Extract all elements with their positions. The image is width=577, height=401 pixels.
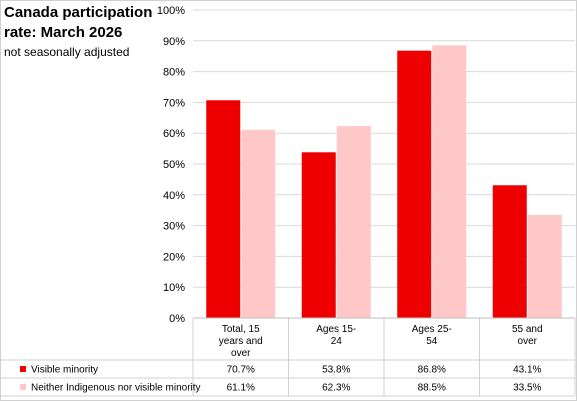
y-axis: 0% 10% 20% 30% 40% 50% 60% 70% 80% 90% 100%	[157, 5, 185, 325]
y-tick-label: 90%	[163, 36, 185, 48]
y-tick-label: 50%	[163, 159, 185, 171]
category-label: over	[231, 348, 251, 359]
category-label: 24	[331, 336, 343, 347]
category-label: Total, 15	[222, 324, 260, 335]
category-label: over	[518, 336, 538, 347]
data-label: 70.7%	[227, 365, 255, 376]
data-label: 43.1%	[513, 365, 541, 376]
y-tick-label: 20%	[163, 251, 185, 263]
legend-label: Neither Indigenous nor visible minority	[31, 383, 201, 394]
y-tick-label: 40%	[163, 190, 185, 202]
data-label: 86.8%	[418, 365, 446, 376]
bar-visible-minority	[206, 100, 241, 318]
category-label: Ages 15-	[316, 324, 356, 335]
data-label: 53.8%	[322, 365, 350, 376]
bar-neither	[241, 129, 276, 318]
bar-neither	[336, 126, 371, 318]
bar-neither	[527, 214, 562, 318]
data-label: 33.5%	[513, 383, 541, 394]
bar-neither	[432, 45, 467, 319]
legend-swatch	[20, 384, 26, 390]
legend-swatch	[20, 366, 26, 372]
chart-subtitle: not seasonally adjusted	[4, 45, 130, 59]
chart-title: Canada participation rate: March 2026	[4, 4, 153, 41]
category-label: 55 and	[512, 324, 543, 335]
data-label: 61.1%	[227, 383, 255, 394]
data-label: 88.5%	[418, 383, 446, 394]
y-tick-label: 100%	[157, 5, 185, 17]
y-tick-label: 10%	[163, 282, 185, 294]
category-label: Ages 25-	[412, 324, 452, 335]
bar-visible-minority	[301, 152, 336, 318]
y-tick-label: 0%	[169, 313, 185, 325]
y-tick-label: 60%	[163, 128, 185, 140]
bar-visible-minority	[397, 50, 432, 318]
legend-label: Visible minority	[31, 365, 98, 376]
bar-visible-minority	[492, 185, 527, 318]
y-tick-label: 80%	[163, 67, 185, 79]
category-label: years and	[219, 336, 263, 347]
data-label: 62.3%	[322, 383, 350, 394]
y-tick-label: 30%	[163, 221, 185, 233]
bars	[206, 45, 562, 319]
category-label: 54	[426, 336, 438, 347]
y-tick-label: 70%	[163, 97, 185, 109]
